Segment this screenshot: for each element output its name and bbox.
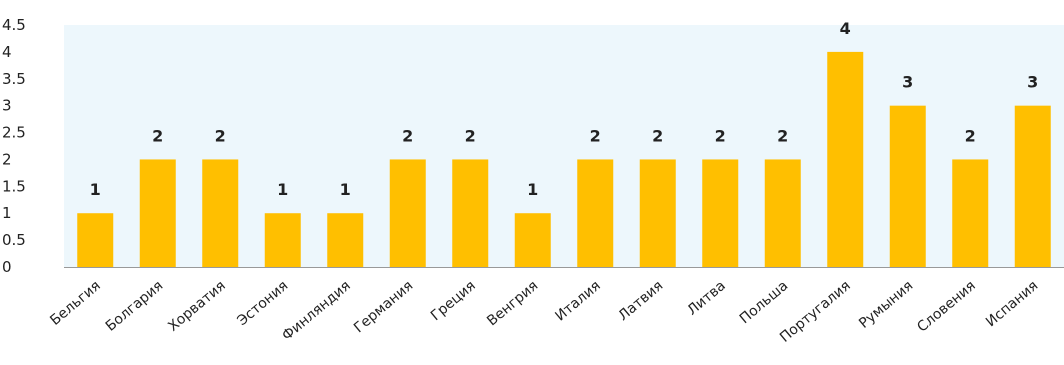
x-category-label: Эстония [234, 278, 291, 329]
y-tick-label: 1.5 [2, 177, 26, 195]
x-category-label: Испания [983, 278, 1041, 330]
x-category-label: Греция [428, 278, 479, 324]
bar [264, 213, 301, 267]
data-label: 3 [902, 73, 913, 92]
x-category-label: Болгария [103, 278, 167, 335]
bar [77, 213, 114, 267]
x-category-label: Бельгия [47, 278, 103, 329]
x-category-label: Финляндия [279, 278, 354, 344]
bar [639, 159, 676, 267]
bar [827, 51, 864, 268]
x-category-label: Литва [684, 278, 728, 319]
y-tick-label: 0 [2, 258, 12, 276]
data-label: 2 [590, 126, 601, 145]
data-label: 2 [652, 126, 663, 145]
bar [952, 159, 989, 267]
x-category-label: Латвия [615, 278, 666, 324]
data-label: 3 [1027, 73, 1038, 92]
bar [764, 159, 801, 267]
bar [139, 159, 176, 267]
x-category-label: Словения [914, 278, 979, 336]
bar [514, 213, 551, 267]
y-tick-label: 2 [2, 150, 12, 168]
data-label: 2 [215, 126, 226, 145]
bar [202, 159, 239, 267]
data-label: 2 [715, 126, 726, 145]
x-category-label: Хорватия [165, 278, 229, 335]
data-label: 2 [777, 126, 788, 145]
data-label: 1 [90, 180, 101, 199]
y-tick-label: 3 [2, 97, 12, 115]
y-tick-label: 4 [2, 43, 12, 61]
data-label: 1 [527, 180, 538, 199]
bar-group [77, 51, 1051, 268]
x-category-label: Польша [737, 278, 791, 327]
bar [452, 159, 489, 267]
y-tick-label: 0.5 [2, 231, 26, 249]
bar [889, 105, 926, 268]
data-label: 2 [965, 126, 976, 145]
bar [577, 159, 614, 267]
data-label: 4 [840, 19, 851, 38]
data-label: 1 [340, 180, 351, 199]
bar [389, 159, 426, 267]
data-label: 2 [465, 126, 476, 145]
bar [327, 213, 364, 267]
x-category-label: Италия [552, 278, 603, 325]
x-category-label: Румыния [856, 278, 916, 332]
y-tick-label: 1 [2, 204, 12, 222]
bar [702, 159, 739, 267]
bar [1014, 105, 1051, 268]
y-tick-label: 2.5 [2, 124, 26, 142]
x-category-label: Венгрия [484, 278, 541, 330]
data-label: 1 [277, 180, 288, 199]
y-tick-label: 4.5 [2, 16, 26, 34]
y-tick-label: 3.5 [2, 70, 26, 88]
data-label-group: 1 2 2 1 1 2 2 1 2 2 2 2 4 3 2 3 [90, 19, 1039, 199]
x-category-label: Германия [351, 278, 416, 336]
data-label: 2 [402, 126, 413, 145]
y-axis-ticks: 0 0.5 1 1.5 2 2.5 3 3.5 4 4.5 [2, 16, 26, 276]
data-label: 2 [152, 126, 163, 145]
